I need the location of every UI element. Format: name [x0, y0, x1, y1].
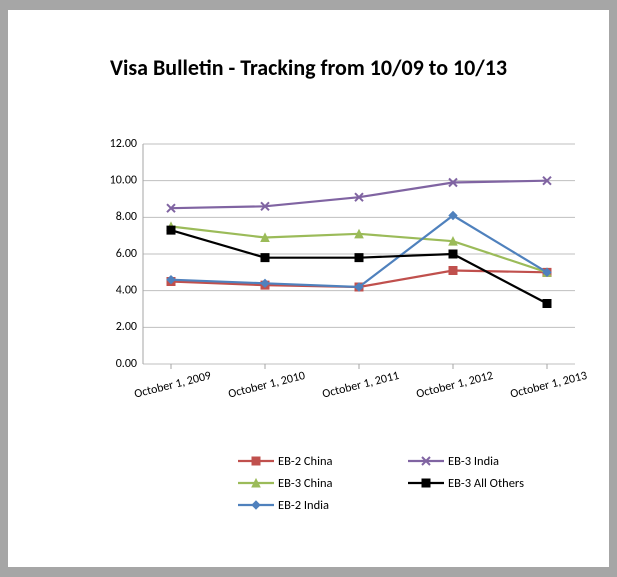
- x-tick-label: October 1, 2011: [321, 369, 401, 402]
- series-marker: [449, 267, 457, 275]
- legend-item: EB-3 China: [238, 472, 333, 494]
- legend-item: EB-2 China: [238, 450, 333, 472]
- legend-column-2: EB-3 India EB-3 All Others: [408, 450, 524, 494]
- y-tick-label: 6.00: [116, 247, 137, 261]
- legend-label: EB-2 India: [278, 498, 329, 513]
- series-marker: [449, 250, 457, 258]
- legend-label: EB-3 India: [448, 454, 499, 469]
- series-marker: [261, 254, 269, 262]
- x-tick-label: October 1, 2010: [227, 369, 307, 402]
- series-marker: [355, 254, 363, 262]
- y-tick-label: 2.00: [116, 320, 137, 334]
- series-line: [171, 230, 547, 303]
- y-tick-label: 8.00: [116, 210, 137, 224]
- y-tick-label: 4.00: [116, 284, 137, 298]
- chart-plot-area: 0.00 2.00 4.00 6.00 8.00 10.00 12.00: [103, 140, 581, 370]
- legend-item: EB-3 India: [408, 450, 524, 472]
- x-tick-label: October 1, 2012: [415, 369, 495, 402]
- legend-item: EB-2 India: [238, 494, 333, 516]
- x-tick-label: October 1, 2009: [133, 369, 213, 402]
- chart-title: Visa Bulletin - Tracking from 10/09 to 1…: [8, 54, 609, 81]
- legend-column-1: EB-2 China EB-3 China EB-2 India: [238, 450, 333, 516]
- chart-svg: 0.00 2.00 4.00 6.00 8.00 10.00 12.00: [103, 140, 581, 370]
- series-line: [171, 181, 547, 208]
- y-tick-label: 12.00: [110, 137, 137, 151]
- series-marker: [543, 300, 551, 308]
- series-line: [171, 216, 547, 288]
- legend-label: EB-3 China: [278, 476, 333, 491]
- x-axis-labels: October 1, 2009October 1, 2010October 1,…: [103, 378, 581, 438]
- series-marker: [167, 226, 175, 234]
- legend-item: EB-3 All Others: [408, 472, 524, 494]
- legend-label: EB-2 China: [278, 454, 333, 469]
- y-tick-label: 0.00: [116, 357, 137, 371]
- x-tick-label: October 1, 2013: [509, 369, 589, 402]
- y-tick-label: 10.00: [110, 174, 137, 188]
- legend-label: EB-3 All Others: [448, 476, 524, 491]
